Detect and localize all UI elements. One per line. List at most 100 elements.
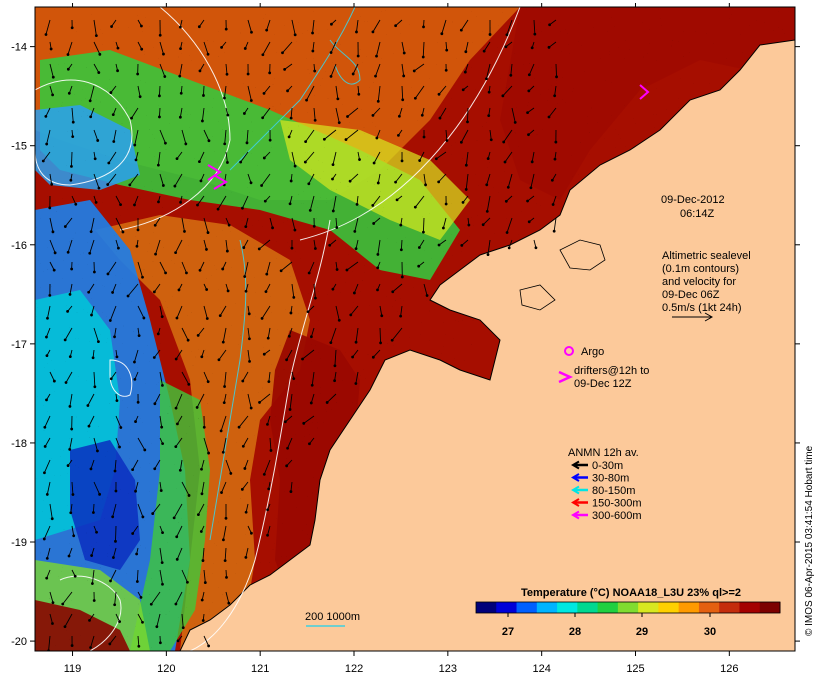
velocity-arrow — [109, 371, 117, 381]
velocity-arrow — [93, 63, 101, 74]
velocity-arrow — [305, 85, 315, 102]
velocity-arrow — [440, 19, 447, 36]
time-label: 06:14Z — [680, 208, 715, 220]
velocity-arrow — [70, 261, 74, 271]
colorbar-swatch — [496, 602, 518, 613]
velocity-arrow — [44, 107, 51, 118]
velocity-arrow — [266, 503, 271, 512]
colorbar-swatch — [536, 602, 558, 613]
colorbar-swatch — [678, 602, 700, 613]
velocity-arrow — [49, 591, 55, 605]
velocity-arrow — [115, 63, 119, 73]
velocity-arrow — [137, 437, 147, 452]
velocity-arrow — [222, 525, 227, 542]
velocity-arrow — [354, 371, 359, 385]
velocity-arrow — [159, 481, 163, 492]
velocity-arrow — [267, 481, 271, 491]
velocity-arrow — [505, 217, 513, 234]
velocity-arrow — [530, 41, 535, 50]
velocity-arrow — [42, 525, 51, 541]
velocity-arrow — [199, 525, 205, 533]
velocity-arrow — [461, 85, 469, 92]
velocity-arrow — [114, 525, 117, 543]
velocity-arrow — [135, 547, 139, 556]
velocity-arrow — [285, 349, 293, 362]
altimetry-line-5: 0.5m/s (1kt 24h) — [662, 302, 741, 314]
velocity-arrow — [527, 217, 535, 224]
velocity-arrow — [283, 415, 293, 424]
velocity-arrow — [112, 547, 117, 559]
velocity-arrow — [106, 261, 117, 276]
velocity-arrow — [397, 129, 403, 137]
velocity-arrow — [93, 437, 99, 453]
drifter-track-marker — [207, 164, 222, 181]
velocity-arrow — [487, 107, 491, 118]
velocity-arrow — [371, 195, 381, 207]
velocity-arrow — [244, 217, 249, 229]
velocity-arrow — [262, 349, 271, 356]
velocity-arrow — [530, 151, 535, 164]
velocity-arrow — [109, 569, 117, 583]
velocity-arrow — [325, 393, 337, 404]
velocity-arrow — [198, 261, 205, 272]
velocity-arrow — [243, 41, 249, 50]
velocity-arrow — [175, 547, 183, 561]
velocity-arrow — [485, 173, 491, 187]
velocity-arrow — [225, 217, 231, 227]
velocity-arrow — [511, 107, 517, 124]
velocity-arrow — [527, 85, 535, 93]
velocity-arrow — [354, 327, 359, 344]
velocity-arrow — [333, 371, 337, 383]
velocity-arrow — [71, 195, 78, 206]
velocity-arrow — [71, 569, 77, 578]
velocity-arrow — [181, 569, 189, 584]
isobath-contours — [209, 7, 361, 541]
velocity-arrow — [220, 481, 227, 494]
velocity-arrow — [464, 41, 469, 54]
longitude-axis: 119 120 121 122 123 124 125 126 — [64, 3, 739, 675]
argo-label: Argo — [581, 346, 604, 358]
lat-tick-label: -18 — [11, 438, 27, 450]
velocity-arrow — [131, 459, 139, 472]
velocity-arrow — [313, 107, 317, 122]
velocity-arrow — [203, 437, 210, 455]
velocity-arrow — [247, 327, 251, 341]
velocity-arrow — [266, 327, 271, 340]
velocity-arrow — [156, 327, 161, 336]
velocity-arrow — [240, 481, 249, 491]
velocity-arrow — [312, 217, 316, 228]
velocity-arrow — [283, 63, 293, 71]
velocity-arrow — [71, 107, 75, 124]
velocity-arrow — [221, 437, 227, 454]
anmn-legend-item: 300-600m — [571, 510, 642, 522]
velocity-arrow — [159, 437, 165, 446]
velocity-arrow — [88, 85, 95, 103]
velocity-arrow — [291, 19, 297, 37]
temperature-colorbar: Temperature (°C) NOAA18_L3U 23% ql>=2 27… — [466, 587, 790, 646]
velocity-arrow — [225, 459, 233, 475]
velocity-arrow — [107, 151, 117, 165]
velocity-arrow — [49, 371, 56, 383]
velocity-arrow — [460, 239, 469, 247]
latitude-axis: -14 -15 -16 -17 -18 -19 -20 — [11, 42, 800, 648]
velocity-arrow — [115, 217, 125, 234]
velocity-arrow — [45, 547, 51, 560]
velocity-arrow — [422, 129, 426, 139]
velocity-arrow — [307, 173, 315, 186]
drifters-label-1: drifters@12h to — [574, 365, 649, 377]
lon-tick-label: 125 — [626, 663, 644, 675]
velocity-arrow — [43, 415, 51, 429]
velocity-arrow — [135, 239, 139, 248]
velocity-arrow — [257, 239, 271, 251]
velocity-arrow — [45, 569, 51, 580]
velocity-arrow — [136, 217, 140, 232]
velocity-arrow — [113, 327, 117, 339]
velocity-arrow — [70, 151, 73, 168]
velocity-arrow — [552, 217, 557, 233]
velocity-arrow — [137, 261, 144, 279]
velocity-arrow — [331, 283, 337, 291]
velocity-arrow — [179, 85, 183, 95]
velocity-arrow — [247, 173, 253, 185]
anmn-legend-label: 150-300m — [592, 498, 642, 510]
velocity-arrow — [63, 217, 73, 228]
